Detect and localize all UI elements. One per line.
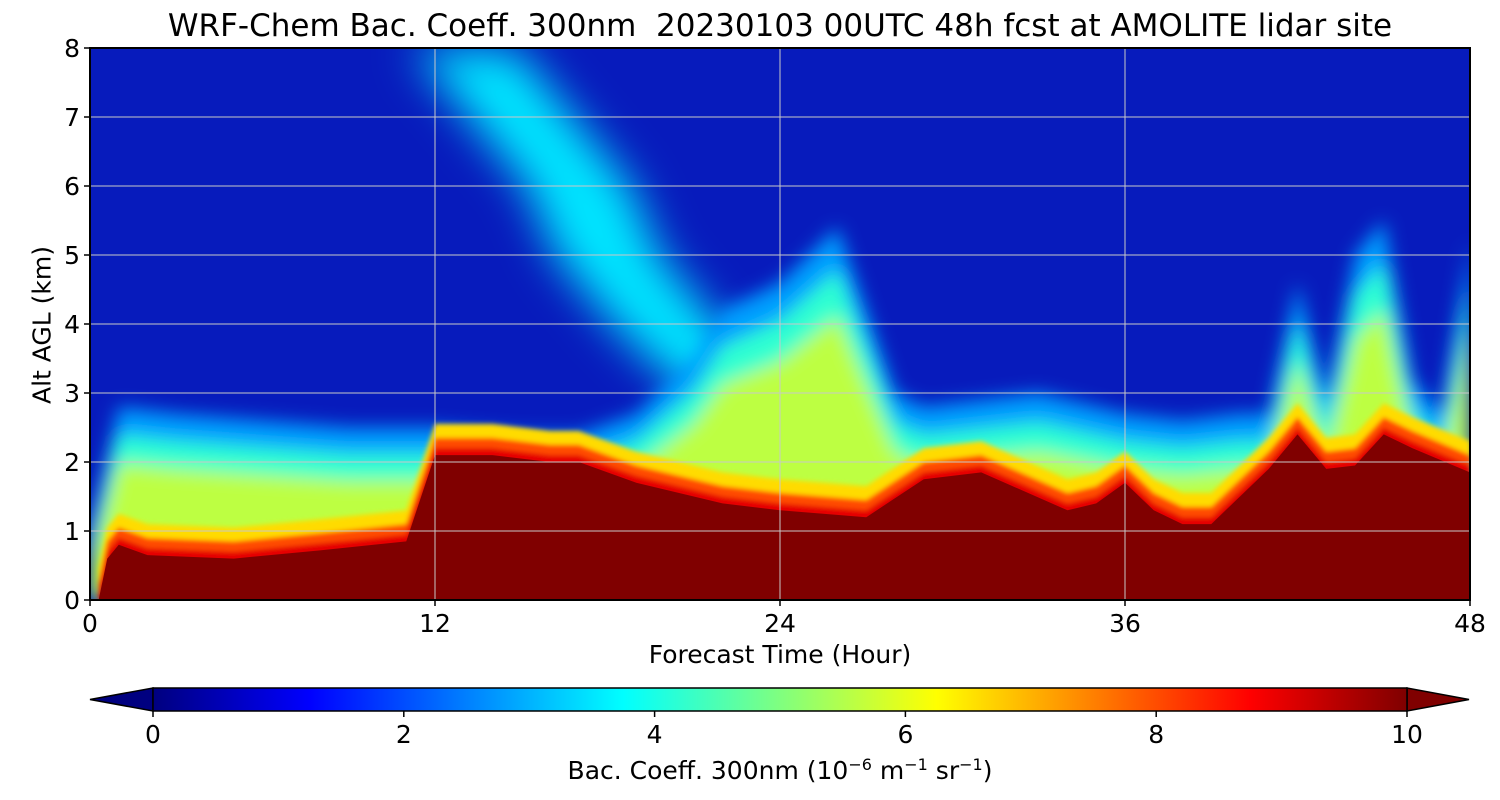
colorbar: 0 2 4 6 8 10 <box>89 687 1470 749</box>
colorbar-tick-label: 6 <box>897 720 913 749</box>
colorbar-tick-label: 10 <box>1391 720 1423 749</box>
x-tick-label: 36 <box>1109 609 1141 638</box>
colorbar-units-sr: sr <box>927 756 960 785</box>
x-tick-label: 24 <box>764 609 796 638</box>
colorbar-label-text: Bac. Coeff. 300nm <box>567 756 799 785</box>
x-axis-label: Forecast Time (Hour) <box>648 640 912 669</box>
colorbar-units-exp: −6 <box>848 755 872 774</box>
y-tick-label: 4 <box>64 310 80 339</box>
x-tick-label: 0 <box>82 609 98 638</box>
x-tick-label: 12 <box>419 609 451 638</box>
colorbar-tick-label: 8 <box>1148 720 1164 749</box>
colorbar-label: Bac. Coeff. 300nm (10−6 m−1 sr−1) <box>567 755 993 785</box>
colorbar-tick-label: 4 <box>647 720 663 749</box>
colorbar-tick-label: 0 <box>145 720 161 749</box>
y-tick-label: 6 <box>64 172 80 201</box>
colorbar-gradient <box>152 687 1408 712</box>
y-tick-label: 8 <box>64 34 80 63</box>
y-tick-label: 0 <box>64 586 80 615</box>
y-tick-label: 1 <box>64 517 80 546</box>
y-tick-label: 2 <box>64 448 80 477</box>
upper-plume-layer <box>412 48 832 407</box>
colorbar-extend-low <box>89 687 154 712</box>
y-tick-label: 5 <box>64 241 80 270</box>
upper-plume <box>412 48 832 407</box>
chart-title: WRF-Chem Bac. Coeff. 300nm 20230103 00UT… <box>167 8 1393 44</box>
colorbar-units-base: 10 <box>816 756 849 785</box>
colorbar-tick-label: 2 <box>396 720 412 749</box>
y-tick-label: 7 <box>64 103 80 132</box>
colorbar-units-m-exp: −1 <box>904 755 928 774</box>
x-tick-label: 48 <box>1454 609 1486 638</box>
colorbar-extend-high <box>1406 687 1470 712</box>
y-tick-label: 3 <box>64 379 80 408</box>
colorbar-units-sr-exp: −1 <box>959 755 983 774</box>
boundary-layer-core <box>98 434 1470 600</box>
y-axis-label: Alt AGL (km) <box>27 245 57 405</box>
colorbar-units-m: m <box>871 756 905 785</box>
